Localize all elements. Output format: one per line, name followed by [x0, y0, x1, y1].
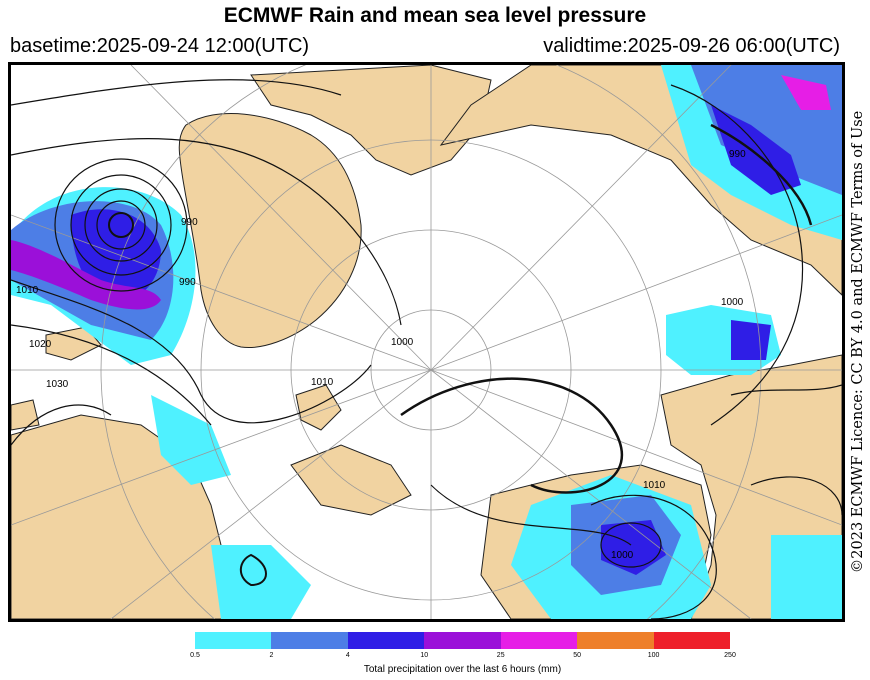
- colorbar-segment: [653, 632, 730, 649]
- isobar-label: 1000: [391, 337, 414, 348]
- novaya-zemlya-land: [290, 444, 412, 516]
- isobar-label: 1000: [721, 297, 744, 308]
- colorbar-tick-label: 2: [269, 652, 274, 659]
- isobar-label: 1030: [46, 379, 69, 390]
- isobar-label: 1010: [311, 377, 334, 388]
- polar-map: 1010 1020 1030 990 1000 1010 1000 990 10…: [11, 65, 842, 619]
- colorbar-segment: [195, 632, 272, 649]
- basetime-label: basetime:2025-09-24 12:00(UTC): [10, 35, 310, 57]
- licence-text: ©2023 ECMWF Licence: CC BY 4.0 and ECMWF…: [845, 62, 870, 622]
- colorbar-segment: [577, 632, 654, 649]
- map-frame: 1010 1020 1030 990 1000 1010 1000 990 10…: [8, 62, 845, 622]
- isobar-label: 1020: [29, 339, 52, 350]
- colorbar-tick-label: 0.5: [190, 652, 200, 659]
- validtime-label: validtime:2025-09-26 06:00(UTC): [543, 35, 840, 57]
- isobar-label: 990: [179, 277, 196, 288]
- licence-label: ©2023 ECMWF Licence: CC BY 4.0 and ECMWF…: [849, 110, 866, 574]
- colorbar-tick-label: 10: [420, 652, 429, 659]
- iceland-land: [45, 326, 102, 361]
- colorbar-label: Total precipitation over the last 6 hour…: [363, 664, 562, 675]
- colorbar-tick-label: 100: [647, 652, 660, 659]
- svalbard-land: [295, 384, 342, 431]
- greenland-land: [178, 113, 362, 349]
- uk-land: [11, 399, 40, 431]
- colorbar-tick-label: 50: [573, 652, 582, 659]
- isobar-label: 990: [729, 149, 746, 160]
- isobar-labels: 1010 1020 1030 990 1000 1010 1000 990 10…: [16, 149, 746, 561]
- precipitation-colorbar: [195, 632, 730, 649]
- scandinavia-land: [11, 414, 262, 619]
- graticule: [11, 65, 842, 619]
- isobar-label: 1000: [611, 550, 634, 561]
- colorbar-segment: [500, 632, 578, 649]
- colorbar-segment: [424, 632, 501, 649]
- isobar-label: 1010: [16, 285, 39, 296]
- colorbar-segment: [347, 632, 425, 649]
- colorbar-tick-label: 250: [724, 652, 736, 659]
- chart-title: ECMWF Rain and mean sea level pressure: [223, 4, 647, 27]
- colorbar-segment: [271, 632, 348, 649]
- colorbar-tick-label: 25: [496, 652, 505, 659]
- isobar-label: 1010: [643, 480, 666, 491]
- isobar-layer: [11, 79, 842, 619]
- colorbar-tick-label: 4: [345, 652, 350, 659]
- isobar-label: 990: [181, 217, 198, 228]
- colorbar-ticks: 0.5 2 4 10 25 50 100 250: [190, 652, 736, 662]
